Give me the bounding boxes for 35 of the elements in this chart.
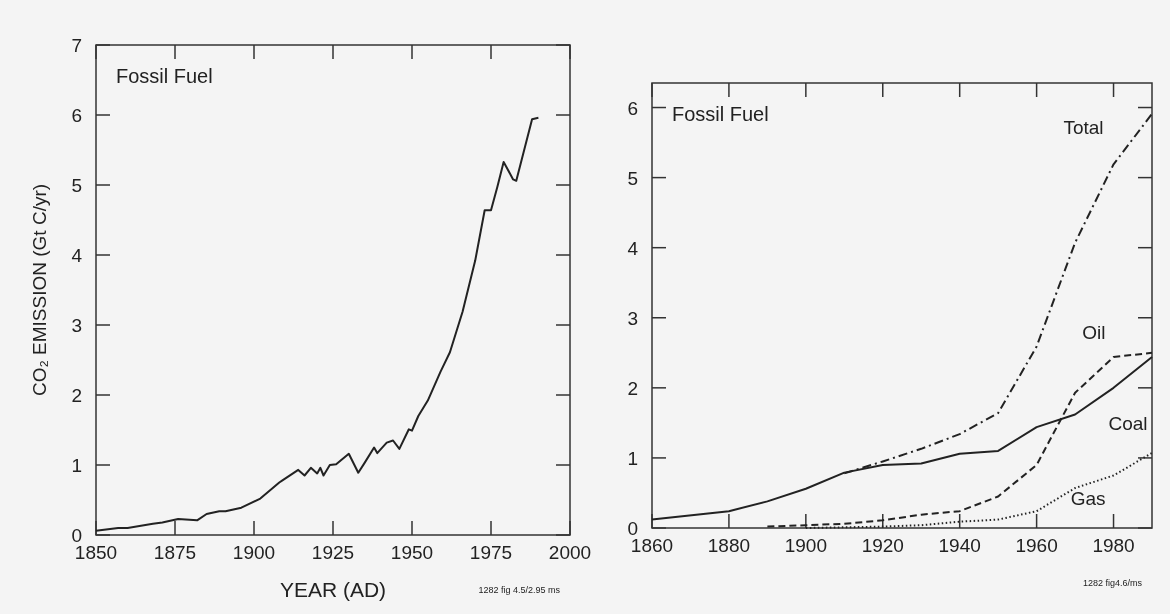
y-tick-label: 3 — [71, 315, 82, 336]
x-axis-title: YEAR (AD) — [279, 578, 387, 601]
series-label: Gas — [1070, 488, 1106, 510]
y-axis-title: CO₂ EMISSION (Gt C/yr) — [29, 183, 50, 397]
x-tick-label: 1950 — [390, 542, 434, 563]
y-tick-label: 4 — [71, 245, 83, 266]
y-tick-label: 7 — [71, 35, 82, 56]
x-tick-label: 1880 — [707, 535, 751, 556]
x-tick-label: 1940 — [938, 535, 981, 556]
x-tick-label: 1900 — [784, 535, 827, 556]
y-tick-label: 2 — [627, 377, 638, 399]
y-tick-label: 3 — [627, 307, 638, 329]
x-tick-label: 1920 — [861, 535, 904, 556]
x-tick-label: 2000 — [548, 542, 592, 563]
y-tick-label: 6 — [627, 97, 638, 119]
text: Fossil Fuel — [672, 103, 769, 125]
y-tick-label: 4 — [627, 237, 639, 259]
text: 1282 fig 4.5/2.95 ms — [478, 585, 561, 595]
y-tick-label: 1 — [627, 447, 638, 469]
x-tick-label: 1975 — [469, 542, 513, 563]
y-tick-label: 5 — [627, 167, 638, 189]
text: Fossil Fuel — [116, 65, 213, 87]
y-tick-label: 6 — [71, 105, 82, 126]
y-tick-label: 5 — [71, 175, 82, 196]
text: 1282 fig4.6/ms — [1082, 578, 1143, 588]
y-tick-label: 1 — [71, 455, 82, 476]
x-tick-label: 1980 — [1092, 535, 1135, 556]
x-tick-label: 1925 — [311, 542, 355, 563]
x-tick-label: 1875 — [153, 542, 197, 563]
y-tick-label: 2 — [71, 385, 82, 406]
series-label: Coal — [1108, 412, 1148, 434]
series-label: Oil — [1082, 322, 1106, 344]
x-tick-label: 1900 — [232, 542, 276, 563]
series-label: Total — [1063, 117, 1104, 139]
x-tick-label: 1960 — [1015, 535, 1058, 556]
